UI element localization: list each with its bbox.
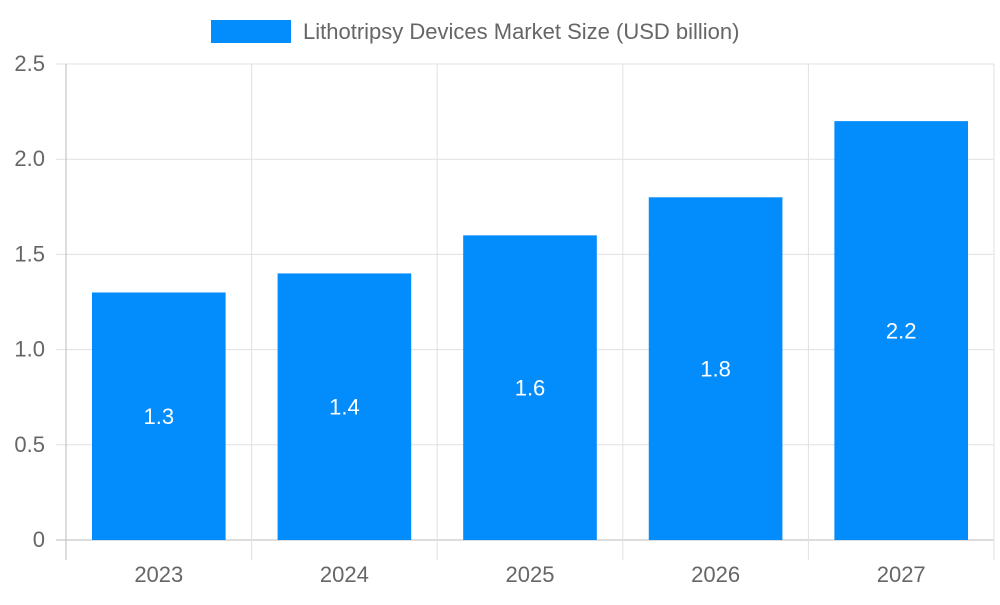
data-label: 1.6: [515, 376, 546, 401]
x-tick-label: 2026: [691, 562, 740, 587]
x-tick-label: 2025: [506, 562, 555, 587]
bar-2025: [463, 235, 597, 541]
bar-2023: [91, 292, 226, 540]
x-tick-label: 2024: [320, 562, 369, 587]
data-label: 2.2: [886, 319, 917, 344]
x-tick-label: 2023: [134, 562, 183, 587]
axes: 0 0.5 1.0 1.5 2.0 2.5 2023 2024 2025 2026 2027: [14, 51, 925, 587]
y-tick-label: 1.0: [14, 337, 45, 362]
bar-2024: [277, 273, 412, 540]
x-tick-label: 2027: [877, 562, 926, 587]
legend-swatch: [211, 20, 291, 43]
legend-label: Lithotripsy Devices Market Size (USD bil…: [303, 19, 739, 44]
legend[interactable]: Lithotripsy Devices Market Size (USD bil…: [211, 19, 739, 44]
y-tick-label: 0.5: [14, 432, 45, 457]
y-tick-label: 2.0: [14, 146, 45, 171]
y-tick-label: 1.5: [14, 241, 45, 266]
y-tick-label: 2.5: [14, 51, 45, 76]
bar-2027: [834, 121, 969, 541]
y-tick-label: 0: [33, 527, 45, 552]
bars: 1.3 1.4 1.6 1.8 2.2: [91, 121, 969, 541]
bar-2026: [648, 197, 783, 540]
data-label: 1.8: [700, 357, 731, 382]
data-label: 1.4: [329, 395, 360, 420]
data-label: 1.3: [144, 404, 175, 429]
